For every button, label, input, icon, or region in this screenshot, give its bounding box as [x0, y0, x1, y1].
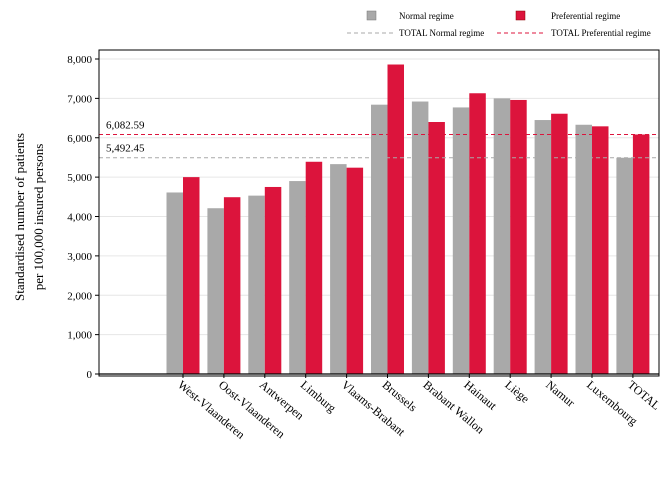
bar-preferential: [428, 122, 445, 374]
reference-line-label: 6,082.59: [106, 119, 145, 131]
y-axis: 0 1,000 2,000 3,000 4,000 5,000 6,000 7,000 8,00…: [67, 54, 99, 381]
x-tick-label: Namur: [543, 378, 578, 410]
legend-swatch-normal: [366, 10, 377, 21]
x-tick-label: TOTAL: [625, 378, 663, 413]
bar-preferential: [510, 99, 527, 374]
y-tick-label: 1,000: [67, 330, 92, 342]
legend: Normal regime Preferential regime TOTAL …: [347, 10, 651, 38]
bar-normal: [411, 101, 429, 375]
reference-lines: 5,492.45 6,082.59: [99, 119, 659, 159]
y-tick-label: 8,000: [67, 54, 92, 66]
legend-label-normal: Normal regime: [399, 11, 454, 21]
y-tick-label: 3,000: [67, 251, 92, 263]
x-axis: West-VlaanderenOost-VlaanderenAntwerpenL…: [99, 373, 663, 442]
bar-preferential: [632, 134, 650, 374]
bar-normal: [575, 124, 592, 374]
bar-normal: [330, 164, 347, 374]
bar-preferential: [183, 177, 200, 374]
bar-normal: [166, 192, 183, 374]
y-tick-label: 4,000: [67, 212, 92, 224]
y-tick-label: 0: [87, 369, 93, 381]
legend-swatch-preferential: [515, 10, 526, 21]
legend-label-total-preferential: TOTAL Preferential regime: [551, 28, 651, 38]
x-tick-label: Liège: [502, 378, 532, 406]
bar-preferential: [592, 126, 609, 374]
bar-normal: [207, 208, 224, 374]
bar-normal: [371, 104, 388, 375]
y-axis-title-line1: Standardised number of patients: [12, 133, 27, 301]
bar-normal: [534, 120, 552, 374]
legend-label-total-normal: TOTAL Normal regime: [399, 28, 484, 38]
bar-preferential: [551, 113, 568, 374]
bars: [166, 64, 650, 375]
bar-preferential: [469, 93, 486, 374]
bar-normal: [616, 157, 633, 374]
y-axis-title-line2: per 100,000 insured persons: [31, 144, 46, 291]
bar-preferential: [346, 167, 364, 374]
bar-preferential: [387, 64, 404, 374]
plot-frame: [98, 49, 660, 377]
legend-label-preferential: Preferential regime: [551, 11, 620, 21]
bar-preferential: [305, 161, 323, 374]
y-tick-label: 5,000: [67, 172, 92, 184]
reference-line-label: 5,492.45: [106, 143, 145, 155]
bar-normal: [248, 195, 265, 374]
bar-normal: [493, 98, 511, 374]
x-tick-label: Hainaut: [461, 378, 500, 414]
y-tick-label: 6,000: [67, 133, 92, 145]
bar-preferential: [264, 186, 282, 374]
y-tick-label: 7,000: [67, 93, 92, 105]
y-tick-label: 2,000: [67, 290, 92, 302]
bar-normal: [452, 107, 470, 375]
bar-normal: [289, 181, 306, 374]
bar-preferential: [223, 197, 241, 374]
